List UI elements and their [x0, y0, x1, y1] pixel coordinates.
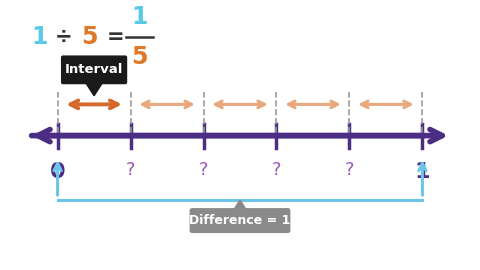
Text: Difference = 1: Difference = 1: [189, 214, 291, 227]
Text: 1: 1: [131, 5, 147, 29]
FancyBboxPatch shape: [190, 208, 290, 233]
Text: 5: 5: [131, 45, 147, 69]
FancyBboxPatch shape: [61, 55, 127, 84]
Text: 5: 5: [82, 25, 98, 49]
Polygon shape: [85, 82, 103, 96]
Polygon shape: [233, 200, 247, 211]
Text: ?: ?: [199, 161, 208, 178]
Text: ?: ?: [272, 161, 281, 178]
Text: 0: 0: [50, 162, 65, 182]
Text: =: =: [107, 27, 125, 47]
Text: ?: ?: [345, 161, 354, 178]
Text: 1: 1: [415, 162, 430, 182]
Text: 1: 1: [31, 25, 48, 49]
Text: ?: ?: [126, 161, 135, 178]
Text: ÷: ÷: [55, 27, 73, 47]
Text: Interval: Interval: [65, 63, 123, 76]
